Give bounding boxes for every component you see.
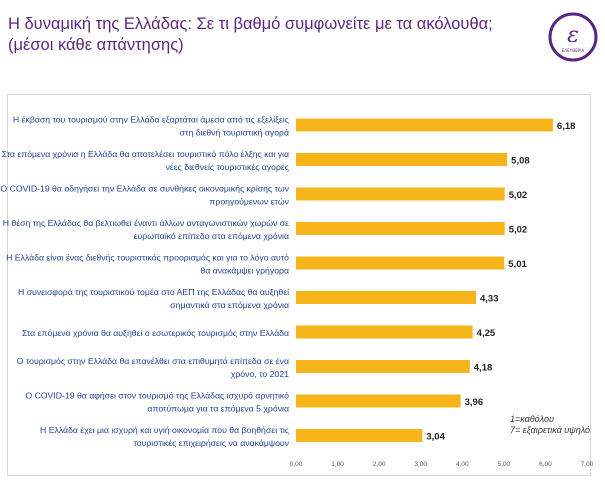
- scale-note-high: 7= εξαιρετικά υψηλό: [510, 425, 591, 435]
- bar-value-label-8: 4,18: [474, 363, 493, 374]
- x-tick-label-1: 1,00: [331, 461, 344, 468]
- category-label-1-line-1: Η έκβαση του τουρισμού στην Ελλάδα εξαρτ…: [13, 115, 289, 125]
- x-tick-label-7: 7,00: [581, 461, 594, 468]
- category-label-6-line-1: Η συνεισφορά της τουριστικού τομέα στο Α…: [18, 287, 289, 297]
- bar-3: [296, 187, 505, 201]
- category-label-2-line-1: Στα επόμενα χρόνια η Ελλάδα θα αποτελέσε…: [2, 149, 289, 159]
- bar-value-label-6: 4,33: [480, 294, 499, 305]
- category-label-5-line-2: θα ανακάμψει γρήγορα: [200, 266, 289, 276]
- x-tick-label-3: 3,00: [414, 461, 427, 468]
- category-label-5-line-1: Η Ελλάδα είναι ένας διεθνής τουριστικός …: [6, 253, 289, 263]
- logo-text: ΕΛΕΥΘΕΡΙΑ: [562, 48, 585, 53]
- category-label-2-line-2: νέες διεθνείς τουριστικές αγορές: [166, 162, 289, 172]
- category-label-8-line-1: Ο τουρισμός στην Ελλάδα θα επανέλθει στα…: [17, 356, 289, 366]
- category-label-6-line-2: σημαντικά στα επόμενα χρόνια: [170, 300, 289, 310]
- x-tick-label-2: 2,00: [373, 461, 386, 468]
- bar-5: [296, 256, 505, 270]
- category-label-1-line-2: στη διεθνή τουριστική αγορά: [180, 128, 289, 138]
- category-label-9-line-2: αποτύπωμα για τα επόμενα 5 χρόνια: [147, 404, 289, 414]
- bar-2: [296, 153, 508, 166]
- bar-9: [296, 394, 461, 408]
- bar-value-label-3: 5,02: [509, 190, 528, 201]
- bar-4: [296, 222, 505, 235]
- brand-logo: ε ΕΛΕΥΘΕΡΙΑ: [548, 12, 598, 62]
- category-label-7-line-1: Στα επόμενα χρόνια θα αυξηθεί ο εσωτερικ…: [22, 328, 289, 338]
- page-title: Η δυναμική της Ελλάδας: Σε τι βαθμό συμφ…: [8, 15, 493, 54]
- bar-value-label-1: 6,18: [557, 121, 576, 132]
- category-label-10-line-2: τουριστικές επιχειρήσεις να ανακάμψουν: [133, 438, 289, 448]
- bar-value-label-7: 4,25: [477, 328, 496, 339]
- bar-value-label-9: 3,96: [465, 397, 484, 408]
- bar-value-label-5: 5,01: [508, 259, 527, 270]
- chart-frame: [7, 94, 591, 476]
- bar-1: [296, 118, 553, 132]
- x-tick-label-0: 0,00: [290, 461, 303, 468]
- bar-8: [296, 360, 470, 373]
- bar-value-label-10: 3,04: [426, 432, 445, 443]
- category-label-9-line-1: Ο COVID-19 θα αφήσει στον τουρισμό της Ε…: [25, 391, 289, 401]
- scale-note-low: 1=καθόλου: [510, 414, 554, 424]
- logo-letter: ε: [567, 23, 579, 48]
- category-label-4-line-2: ευρωπαϊκό επίπεδο στα επόμενα χρόνια: [134, 231, 289, 241]
- category-label-3-line-1: Ο COVID-19 θα οδηγήσει την Ελλάδα σε συν…: [0, 184, 289, 194]
- x-tick-label-4: 4,00: [456, 461, 469, 468]
- bar-value-label-2: 5,08: [511, 156, 530, 167]
- x-tick-label-5: 5,00: [498, 461, 511, 468]
- x-tick-label-6: 6,00: [539, 461, 552, 468]
- category-label-4-line-1: Η θέση της Ελλάδας θα βελτιωθεί έναντι ά…: [3, 218, 289, 228]
- category-label-8-line-2: χρόνο, το 2021: [231, 369, 289, 379]
- scale-note: 1=καθόλου 7= εξαιρετικά υψηλό: [510, 414, 590, 436]
- bar-6: [296, 291, 477, 304]
- bar-7: [296, 325, 473, 339]
- bar-10: [296, 429, 423, 442]
- category-label-10-line-1: Η Ελλάδα έχει μια ισχυρή και υγιή οικονο…: [40, 425, 289, 435]
- category-label-3-line-2: προηγούμενων ετών: [209, 197, 289, 207]
- bar-value-label-4: 5,02: [509, 225, 528, 236]
